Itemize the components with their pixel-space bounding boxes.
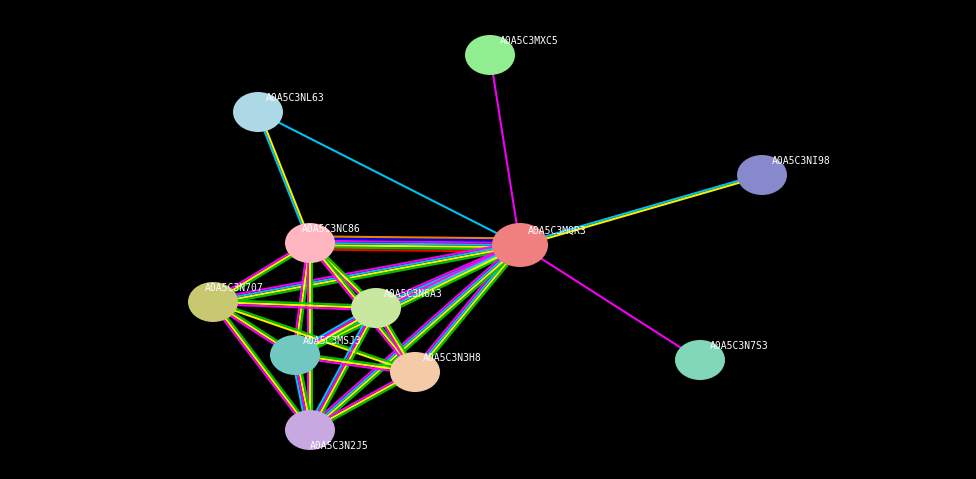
- Ellipse shape: [188, 282, 238, 322]
- Ellipse shape: [737, 155, 787, 195]
- Ellipse shape: [285, 223, 335, 263]
- Text: A0A5C3NC86: A0A5C3NC86: [302, 224, 361, 234]
- Text: A0A5C3MQR3: A0A5C3MQR3: [528, 226, 587, 236]
- Ellipse shape: [390, 352, 440, 392]
- Ellipse shape: [492, 223, 548, 267]
- Text: A0A5C3NL63: A0A5C3NL63: [266, 93, 325, 103]
- Ellipse shape: [675, 340, 725, 380]
- Text: A0A5C3N2J5: A0A5C3N2J5: [310, 441, 369, 451]
- Ellipse shape: [233, 92, 283, 132]
- Text: A0A5C3N7S3: A0A5C3N7S3: [710, 341, 769, 351]
- Text: A0A5C3MSJ3: A0A5C3MSJ3: [303, 336, 362, 346]
- Text: A0A5C3NI98: A0A5C3NI98: [772, 156, 831, 166]
- Ellipse shape: [270, 335, 320, 375]
- Text: A0A5C3MXC5: A0A5C3MXC5: [500, 36, 558, 46]
- Text: A0A5C3N6A3: A0A5C3N6A3: [384, 289, 443, 299]
- Ellipse shape: [465, 35, 515, 75]
- Text: A0A5C3N707: A0A5C3N707: [205, 283, 264, 293]
- Ellipse shape: [285, 410, 335, 450]
- Ellipse shape: [351, 288, 401, 328]
- Text: A0A5C3N3H8: A0A5C3N3H8: [423, 353, 482, 363]
